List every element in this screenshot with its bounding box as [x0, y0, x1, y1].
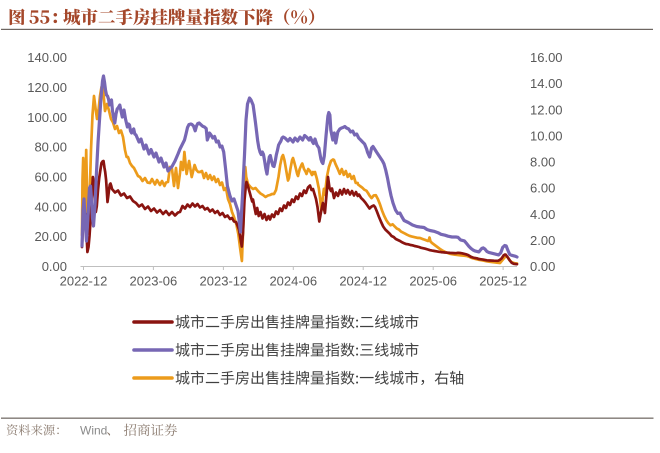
svg-text:12.00: 12.00	[530, 102, 563, 117]
svg-text:14.00: 14.00	[530, 76, 563, 91]
svg-text:100.00: 100.00	[27, 110, 67, 125]
svg-text:10.00: 10.00	[530, 129, 563, 144]
svg-text:80.00: 80.00	[34, 140, 67, 155]
svg-text:2024-12: 2024-12	[339, 274, 387, 289]
svg-text:20.00: 20.00	[34, 229, 67, 244]
svg-text:0.00: 0.00	[42, 259, 67, 274]
svg-text:2025-12: 2025-12	[479, 274, 527, 289]
svg-text:120.00: 120.00	[27, 80, 67, 95]
svg-text:2025-06: 2025-06	[409, 274, 457, 289]
svg-text:40.00: 40.00	[34, 199, 67, 214]
svg-text:8.00: 8.00	[530, 155, 555, 170]
svg-text:6.00: 6.00	[530, 181, 555, 196]
svg-text:2023-12: 2023-12	[200, 274, 248, 289]
svg-text:2024-06: 2024-06	[269, 274, 317, 289]
svg-text:2.00: 2.00	[530, 233, 555, 248]
svg-text:Wind: Wind	[80, 424, 107, 438]
svg-text:0.00: 0.00	[530, 259, 555, 274]
svg-text:2022-12: 2022-12	[60, 274, 108, 289]
svg-text:4.00: 4.00	[530, 207, 555, 222]
svg-text:60.00: 60.00	[34, 170, 67, 185]
svg-text:16.00: 16.00	[530, 50, 563, 65]
svg-text:140.00: 140.00	[27, 50, 67, 65]
svg-text:2023-06: 2023-06	[130, 274, 178, 289]
